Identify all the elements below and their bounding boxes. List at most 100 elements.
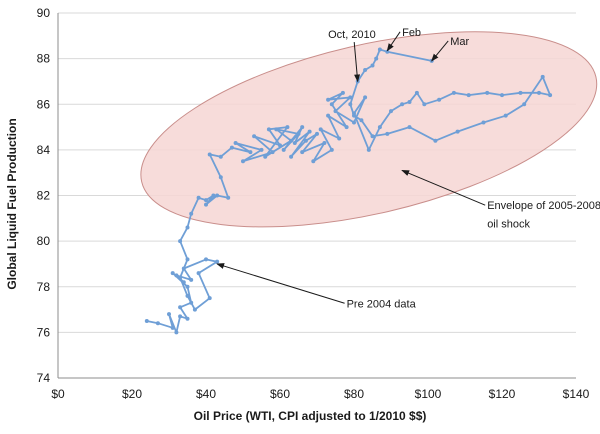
axes [57, 13, 576, 379]
data-point [326, 113, 331, 118]
data-point [300, 150, 305, 155]
annotation-arrow [353, 42, 361, 83]
data-point [196, 271, 201, 276]
data-point [270, 150, 275, 155]
data-point [522, 102, 527, 107]
data-point [374, 56, 379, 61]
data-point [218, 154, 223, 159]
data-point [307, 129, 312, 134]
data-point [185, 257, 190, 262]
data-point [385, 131, 390, 136]
data-point [185, 225, 190, 230]
data-point [281, 147, 286, 152]
data-point [500, 93, 504, 98]
data-point [377, 125, 382, 130]
data-point [481, 120, 486, 125]
data-point [451, 90, 456, 95]
y-tick-label: 78 [37, 280, 51, 294]
data-point [455, 129, 460, 134]
data-point [285, 125, 290, 130]
data-point [185, 293, 190, 298]
data-point [348, 95, 353, 100]
data-point [204, 202, 208, 207]
data-point [437, 97, 442, 102]
data-point [348, 102, 353, 107]
data-point [178, 275, 183, 280]
data-point [207, 152, 212, 157]
data-point [333, 109, 338, 114]
data-point [400, 102, 405, 107]
data-point [192, 307, 197, 312]
data-point [215, 259, 220, 264]
data-point [326, 97, 331, 102]
tick-labels: 74 76 78 80 82 84 86 88 90 $0 $20 $40 $60 $80 $100 $120… [37, 6, 590, 401]
data-point [189, 211, 194, 216]
data-point [266, 127, 271, 132]
data-point [340, 90, 345, 95]
data-point [218, 175, 223, 180]
data-point [537, 90, 541, 95]
data-point [155, 321, 160, 326]
data-point [292, 141, 297, 146]
annotation-arrow [386, 31, 401, 52]
annotation-label: oil shock [487, 218, 530, 230]
annotation-label: Pre 2004 data [347, 298, 417, 310]
data-point [233, 141, 238, 146]
x-tick-label: $140 [563, 387, 590, 401]
data-point [207, 296, 212, 301]
data-point [204, 257, 208, 262]
y-tick-label: 76 [37, 325, 51, 339]
annotation-label: Oct, 2010 [328, 29, 376, 41]
data-point [540, 74, 545, 79]
x-tick-label: $60 [270, 387, 290, 401]
data-point [363, 68, 368, 73]
data-point [229, 145, 234, 150]
data-point [274, 127, 279, 132]
x-tick-label: $0 [51, 387, 65, 401]
data-point [170, 325, 175, 330]
data-point [196, 195, 201, 200]
data-point [315, 131, 319, 136]
data-point [422, 102, 427, 107]
data-point [407, 99, 412, 104]
y-tick-label: 84 [37, 143, 51, 157]
data-point [363, 95, 368, 100]
y-tick-label: 90 [37, 6, 51, 20]
x-tick-label: $100 [415, 387, 442, 401]
data-point [144, 318, 149, 323]
data-point [174, 273, 179, 278]
x-tick-label: $40 [196, 387, 216, 401]
annotation-arrow [401, 169, 486, 206]
data-point [263, 154, 268, 159]
data-point [189, 300, 194, 305]
data-point [241, 159, 245, 164]
y-axis-title: Global Liquid Fuel Production [5, 118, 19, 289]
x-tick-label: $120 [489, 387, 516, 401]
data-point [344, 125, 349, 130]
data-point [215, 193, 220, 198]
annotation-label: Mar [450, 36, 469, 48]
data-point [352, 113, 356, 118]
y-tick-label: 74 [37, 371, 51, 385]
data-point [226, 195, 231, 200]
y-tick-label: 82 [37, 189, 51, 203]
data-point [181, 280, 186, 285]
x-tick-label: $20 [122, 387, 142, 401]
series-layer [144, 47, 553, 335]
data-point [167, 312, 171, 317]
data-point [278, 143, 282, 148]
data-point [329, 102, 334, 107]
data-point [189, 277, 194, 282]
data-point [370, 134, 375, 139]
data-point [300, 125, 305, 130]
data-point [174, 330, 179, 335]
data-point [414, 90, 419, 95]
data-point [181, 266, 186, 271]
annotation-label: Envelope of 2005-2008 [487, 200, 600, 212]
data-point [359, 118, 364, 123]
data-point [178, 305, 183, 310]
y-tick-label: 86 [37, 97, 51, 111]
data-point [337, 136, 342, 141]
annotation-arrow [216, 263, 345, 304]
